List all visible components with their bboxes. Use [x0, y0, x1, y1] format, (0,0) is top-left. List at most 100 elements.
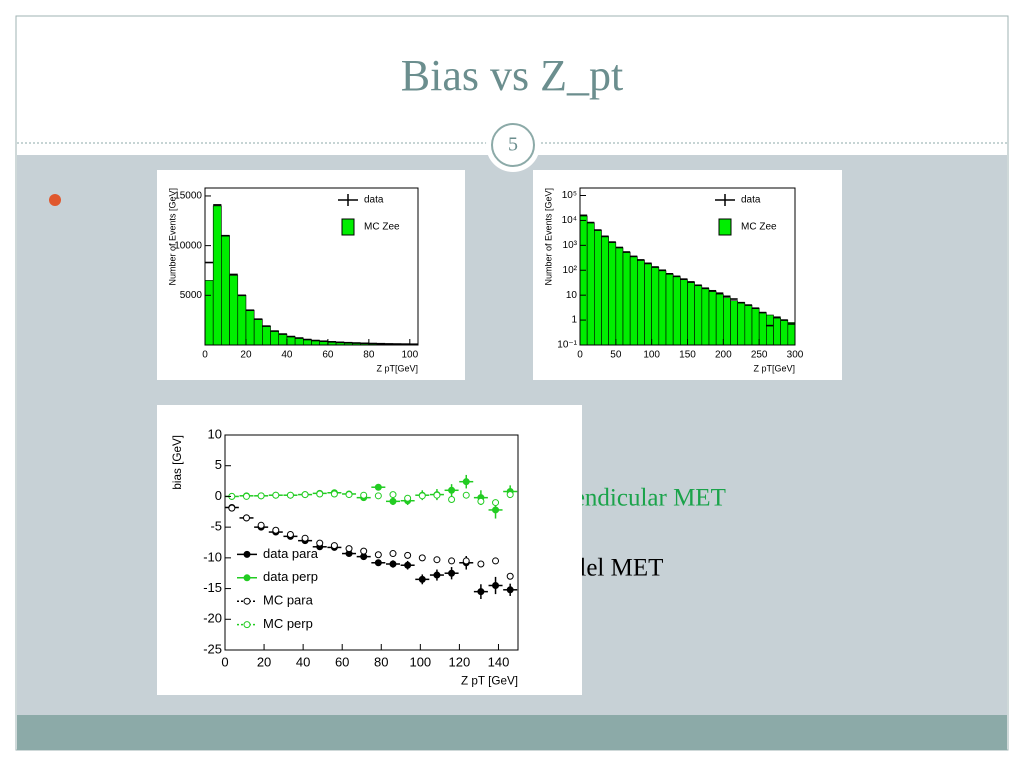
point	[330, 542, 338, 550]
legend-label: data perp	[263, 569, 318, 584]
y-tick-label: -10	[203, 549, 222, 564]
point	[477, 497, 485, 505]
point	[433, 556, 441, 564]
legend-marker	[243, 550, 251, 558]
point	[345, 491, 353, 499]
chart-frame	[533, 170, 842, 380]
y-tick-label: 10²	[563, 265, 578, 276]
point	[477, 588, 485, 596]
point	[448, 569, 456, 577]
chart-frame	[157, 405, 582, 695]
y-tick-label: 5000	[180, 290, 203, 301]
x-tick-label: 140	[488, 654, 510, 669]
x-tick-label: 100	[401, 350, 418, 361]
x-axis-label: Z pT[GeV]	[376, 363, 418, 373]
legend-label: data para	[263, 546, 319, 561]
hist-bar	[229, 275, 239, 346]
hist-bar	[278, 333, 288, 346]
x-tick-label: 20	[240, 350, 252, 361]
x-tick-label: 250	[751, 350, 768, 361]
point	[404, 494, 412, 502]
hist-bar	[672, 276, 681, 346]
y-tick-label: 10000	[174, 240, 202, 251]
hist-bar	[270, 330, 280, 346]
point	[506, 491, 514, 499]
legend-label: MC para	[263, 593, 314, 608]
hist-bar	[629, 256, 638, 346]
x-tick-label: 50	[610, 350, 622, 361]
point	[462, 557, 470, 565]
legend-label: MC perp	[263, 616, 313, 631]
chart-frame	[157, 170, 465, 380]
point	[242, 492, 250, 500]
hist-bar	[594, 230, 602, 346]
page-number: 5	[508, 134, 518, 156]
point	[360, 491, 368, 499]
y-tick-label: 10⁻¹	[557, 340, 577, 351]
x-tick-label: 150	[679, 350, 696, 361]
x-tick-label: 20	[257, 654, 271, 669]
footer-bar	[17, 715, 1007, 750]
point	[257, 492, 265, 500]
point	[404, 561, 412, 569]
hist-bar	[694, 285, 703, 346]
hist-bar	[303, 339, 312, 346]
hist-bar	[658, 270, 667, 346]
y-tick-label: -25	[203, 641, 222, 656]
hist-bar	[723, 297, 731, 346]
hist-bar	[651, 267, 660, 346]
hist-bar	[687, 282, 695, 346]
hist-bar	[680, 279, 688, 346]
y-tick-label: -20	[203, 611, 222, 626]
point	[286, 491, 294, 499]
hist-bar	[780, 319, 789, 346]
bullet	[49, 194, 61, 206]
hist-bar	[751, 307, 760, 346]
hist-bar	[221, 235, 230, 346]
point	[389, 560, 397, 568]
point	[272, 491, 280, 499]
legend-label: MC Zee	[364, 222, 400, 233]
point	[462, 478, 470, 486]
hist-bar	[608, 242, 617, 346]
point	[374, 559, 382, 567]
x-tick-label: 60	[322, 350, 334, 361]
y-axis-label: Number of Events [GeV]	[543, 188, 553, 286]
point	[301, 491, 309, 499]
x-tick-label: 40	[296, 654, 310, 669]
point	[404, 551, 412, 559]
y-tick-label: 10	[566, 290, 578, 301]
point	[301, 534, 309, 542]
point	[448, 557, 456, 565]
hist-bar	[262, 325, 271, 346]
point	[492, 506, 500, 514]
hist-bar	[286, 336, 296, 346]
legend-label: data	[741, 195, 761, 206]
hist-bar	[708, 291, 717, 346]
point	[389, 491, 397, 499]
y-tick-label: -5	[210, 519, 222, 534]
point	[374, 551, 382, 559]
point	[418, 554, 426, 562]
hist-bar	[644, 263, 652, 346]
point	[330, 490, 338, 498]
y-axis-label: Number of Events [GeV]	[167, 188, 177, 286]
point	[374, 492, 382, 500]
hist-bar	[701, 288, 710, 346]
hist-bar	[730, 300, 738, 346]
point	[374, 483, 382, 491]
hist-bar	[579, 215, 588, 346]
y-tick-label: 0	[215, 488, 222, 503]
point	[448, 496, 456, 503]
point	[506, 572, 514, 580]
x-tick-label: 100	[643, 350, 660, 361]
x-tick-label: 0	[202, 350, 208, 361]
y-tick-label: 10	[208, 426, 222, 441]
hist-bar	[204, 280, 214, 346]
legend-marker	[243, 621, 251, 629]
x-tick-label: 0	[221, 654, 228, 669]
y-tick-label: 10⁵	[562, 190, 577, 201]
point	[286, 531, 294, 539]
point	[257, 521, 265, 529]
